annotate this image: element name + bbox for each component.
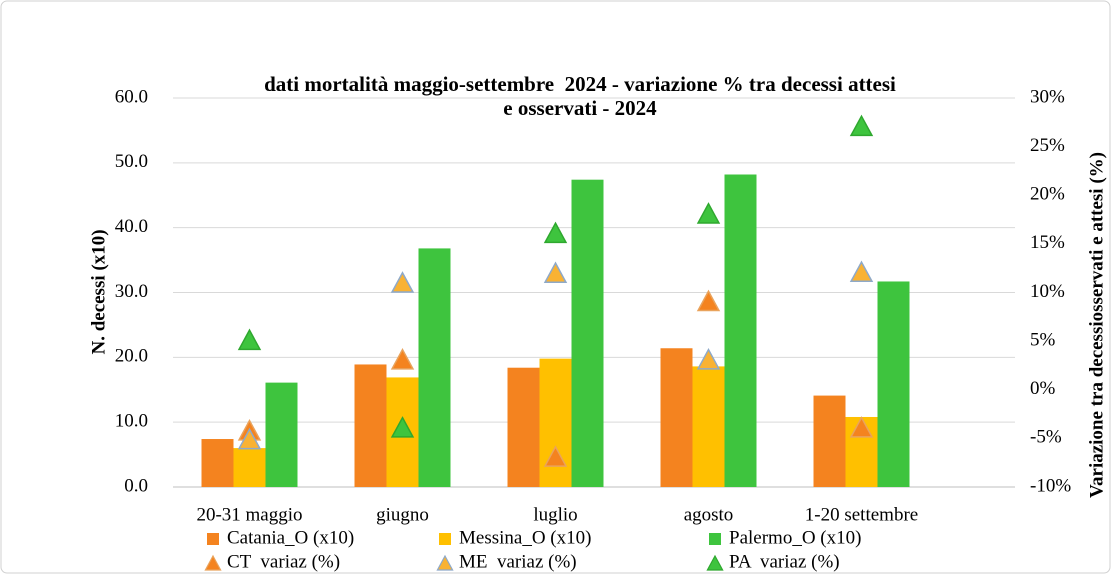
bar (813, 395, 846, 487)
bar (265, 382, 298, 487)
y-tick-label: 50.0 (115, 151, 148, 172)
legend-marker (709, 533, 721, 545)
bar (724, 174, 757, 487)
x-tick-label: 20-31 maggio (196, 504, 302, 525)
legend-label: PA variaz (%) (729, 551, 840, 572)
triangle-marker (849, 260, 874, 283)
triangle-marker (390, 348, 415, 370)
y-tick-label: 60.0 (115, 86, 148, 107)
chart-title: dati mortalità maggio-settembre 2024 - v… (264, 72, 896, 96)
y2-tick-label: -10% (1030, 475, 1071, 496)
x-tick-label: agosto (684, 504, 734, 525)
legend-marker (706, 554, 724, 571)
triangle-marker (543, 221, 568, 244)
y2-tick-label: 5% (1030, 329, 1056, 350)
triangle-marker (696, 289, 721, 312)
triangle-marker (543, 445, 568, 467)
x-tick-label: 1-20 settembre (805, 504, 918, 525)
y2-tick-label: 25% (1030, 135, 1065, 156)
y-tick-label: 40.0 (115, 216, 148, 237)
bar (201, 439, 234, 487)
triangle-marker (849, 114, 874, 137)
y2-tick-label: 0% (1030, 378, 1056, 399)
y2-tick-label: 10% (1030, 281, 1065, 302)
legend-label: Messina_O (x10) (459, 527, 591, 548)
bar (418, 248, 451, 487)
triangle-marker (696, 202, 721, 224)
triangle-marker (390, 271, 415, 293)
y2-tick-label: 20% (1030, 184, 1065, 205)
legend-marker (207, 533, 219, 545)
triangle-marker (849, 416, 874, 438)
legend-label: Catania_O (x10) (227, 527, 354, 548)
x-tick-label: luglio (533, 504, 577, 525)
triangle-marker (237, 427, 262, 450)
y2-axis-label: Variazione tra decessiosservati e attesi… (1086, 152, 1107, 498)
y-tick-label: 10.0 (115, 411, 148, 432)
triangle-marker (390, 416, 415, 438)
y2-tick-label: 30% (1030, 86, 1065, 107)
y-tick-label: 0.0 (124, 475, 148, 496)
triangle-marker (696, 348, 721, 370)
legend-marker (436, 554, 454, 571)
y-axis-label: N. decessi (x10) (88, 229, 109, 354)
legend-label: Palermo_O (x10) (729, 527, 861, 548)
legend-marker (439, 533, 451, 545)
triangle-marker (543, 261, 568, 284)
x-tick-label: giugno (376, 504, 429, 525)
y2-tick-label: -5% (1030, 427, 1062, 448)
chart-title: e osservati - 2024 (503, 96, 657, 120)
y2-tick-label: 15% (1030, 232, 1065, 253)
bar (233, 448, 266, 487)
triangle-marker (237, 328, 262, 351)
legend-label: CT variaz (%) (227, 551, 340, 572)
bar (692, 366, 725, 487)
bar (539, 358, 572, 487)
bar (660, 348, 693, 487)
y-tick-label: 30.0 (115, 281, 148, 302)
bar (354, 364, 387, 487)
legend-marker (204, 554, 222, 571)
legend-label: ME variaz (%) (459, 551, 577, 572)
y-tick-label: 20.0 (115, 346, 148, 367)
bar (507, 367, 540, 487)
bar (877, 281, 910, 487)
bar (571, 179, 604, 487)
